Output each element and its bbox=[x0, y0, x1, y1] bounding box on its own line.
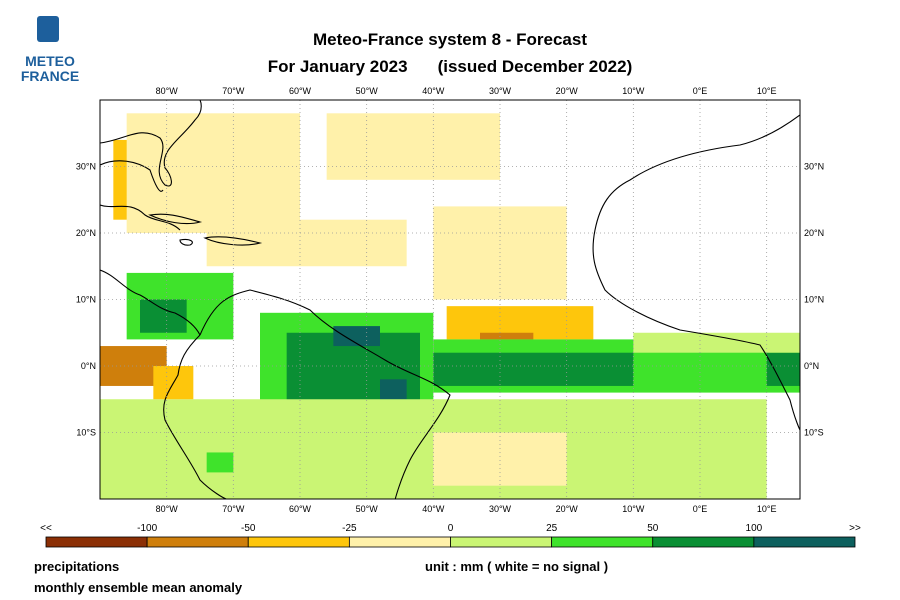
lat-tick-label-right: 0°N bbox=[804, 361, 819, 371]
colorbar-segment bbox=[753, 536, 856, 548]
lat-tick-label-right: 10°N bbox=[804, 295, 824, 305]
colorbar-segment bbox=[247, 536, 350, 548]
anomaly-amazon-delta-strong-wet bbox=[380, 379, 407, 400]
logo-line1: METEO bbox=[25, 53, 75, 69]
lon-tick-label-top: 80°W bbox=[156, 86, 179, 96]
lon-tick-label-top: 30°W bbox=[489, 86, 512, 96]
anomaly-andes-wet bbox=[206, 452, 234, 473]
colorbar-segment bbox=[348, 536, 451, 548]
lon-tick-label-top: 60°W bbox=[289, 86, 312, 96]
map-frame bbox=[99, 99, 801, 500]
lon-tick-label-bottom: 50°W bbox=[356, 504, 379, 514]
colorbar-label: 50 bbox=[647, 523, 659, 534]
chart-title: Meteo-France system 8 - Forecast bbox=[313, 30, 587, 49]
colorbar-label: -100 bbox=[137, 523, 157, 534]
colorbar-segment bbox=[652, 536, 755, 548]
unit-label: unit : mm ( white = no signal ) bbox=[425, 559, 609, 574]
colorbar-label: 100 bbox=[746, 523, 763, 534]
colorbar-segment bbox=[551, 536, 654, 548]
lon-tick-label-bottom: 20°W bbox=[556, 504, 579, 514]
colorbar: -100 -50 -25 0 25 50 100 << >> bbox=[40, 523, 861, 548]
lon-tick-label-bottom: 0°E bbox=[693, 504, 708, 514]
lat-tick-label-right: 20°N bbox=[804, 228, 824, 238]
anomaly-equatorial-atlantic-moderate-wet bbox=[433, 352, 634, 386]
lon-tick-label-top: 10°E bbox=[757, 86, 777, 96]
chart-subtitle: For January 2023 (issued December 2022) bbox=[0, 57, 900, 77]
colorbar-label: 25 bbox=[546, 523, 558, 534]
forecast-month: For January 2023 bbox=[267, 57, 408, 76]
lon-tick-label-bottom: 30°W bbox=[489, 504, 512, 514]
graticule bbox=[100, 100, 800, 499]
anomaly-atlantic-itcz-strong-dry bbox=[480, 332, 534, 340]
lon-tick-label-top: 50°W bbox=[356, 86, 379, 96]
lon-tick-label-bottom: 60°W bbox=[289, 504, 312, 514]
anomaly-cells bbox=[100, 113, 800, 499]
anomaly-gulf-weak-dry bbox=[126, 113, 301, 233]
lon-tick-label-top: 70°W bbox=[222, 86, 245, 96]
anomaly-gulf-of-guinea-moderate-wet bbox=[766, 352, 800, 386]
anomaly-caribbean-weak-dry bbox=[206, 219, 407, 267]
lat-tick-label-left: 10°S bbox=[76, 428, 96, 438]
lon-tick-label-top: 40°W bbox=[422, 86, 445, 96]
axis-labels: 80°W 80°W 70°W 70°W 60°W 60°W 50°W 50°W 40°W 40°W… bbox=[76, 86, 824, 514]
lon-tick-label-bottom: 80°W bbox=[156, 504, 179, 514]
colorbar-edge-right: >> bbox=[849, 523, 861, 534]
colorbar-label: -25 bbox=[342, 523, 357, 534]
anomaly-amazon-strong-wet bbox=[333, 326, 380, 347]
lat-tick-label-right: 30°N bbox=[804, 162, 824, 172]
colorbar-segment bbox=[450, 536, 553, 548]
lat-tick-label-left: 0°N bbox=[81, 361, 96, 371]
lon-tick-label-bottom: 10°W bbox=[622, 504, 645, 514]
lon-tick-label-bottom: 70°W bbox=[222, 504, 245, 514]
lat-tick-label-right: 10°S bbox=[804, 428, 824, 438]
colorbar-segment bbox=[45, 536, 148, 548]
colorbar-edge-left: << bbox=[40, 523, 52, 534]
anomaly-central-america-moderate-wet bbox=[140, 299, 187, 333]
lon-tick-label-bottom: 40°W bbox=[422, 504, 445, 514]
lon-tick-label-bottom: 10°E bbox=[757, 504, 777, 514]
coastlines bbox=[100, 100, 800, 499]
issue-date: (issued December 2022) bbox=[437, 57, 633, 76]
description-label: monthly ensemble mean anomaly bbox=[34, 580, 243, 595]
colorbar-label: 0 bbox=[448, 523, 454, 534]
lat-tick-label-left: 10°N bbox=[76, 295, 96, 305]
anomaly-guinea-weak-wet bbox=[633, 332, 800, 353]
lon-tick-label-top: 0°E bbox=[693, 86, 708, 96]
colorbar-label: -50 bbox=[241, 523, 256, 534]
lon-tick-label-top: 10°W bbox=[622, 86, 645, 96]
variable-label: precipitations bbox=[34, 559, 120, 574]
anomaly-atlantic-north-weak-dry bbox=[326, 113, 500, 180]
colorbar-segment bbox=[146, 536, 249, 548]
meteo-france-logo: METEO FRANCE bbox=[14, 16, 86, 86]
lat-tick-label-left: 20°N bbox=[76, 228, 96, 238]
logo-line2: FRANCE bbox=[20, 68, 80, 84]
lon-tick-label-top: 20°W bbox=[556, 86, 579, 96]
meteo-france-logo-icon bbox=[37, 16, 59, 42]
lat-tick-label-left: 30°N bbox=[76, 162, 96, 172]
